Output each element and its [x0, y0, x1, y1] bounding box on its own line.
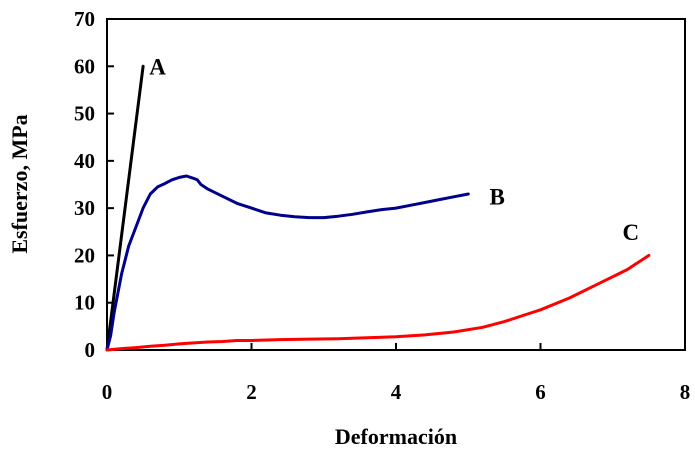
x-tick-label: 0 — [102, 380, 113, 404]
series-line-c — [105, 253, 651, 352]
y-tick-label: 40 — [74, 149, 95, 173]
y-tick-label: 0 — [85, 338, 96, 362]
y-tick-label: 70 — [74, 7, 95, 31]
series-label-c: C — [623, 220, 640, 245]
x-tick-label: 4 — [391, 380, 402, 404]
x-axis-ticks: 0 2 4 6 8 — [102, 343, 691, 404]
series-line-a — [105, 64, 145, 352]
x-tick-label: 6 — [535, 380, 546, 404]
series-label-a: A — [149, 54, 166, 79]
series-line-b — [105, 174, 470, 352]
x-tick-label: 2 — [246, 380, 257, 404]
y-axis-ticks: 0 10 20 30 40 50 60 70 — [74, 7, 114, 362]
y-tick-label: 50 — [74, 102, 95, 126]
plot-frame — [106, 18, 686, 351]
series-lines — [105, 64, 651, 352]
y-tick-label: 10 — [74, 291, 95, 315]
y-tick-label: 20 — [74, 243, 95, 267]
series-labels: A B C — [149, 54, 639, 245]
x-axis-label: Deformación — [335, 424, 457, 449]
y-tick-label: 30 — [74, 196, 95, 220]
y-axis-label: Esfuerzo, MPa — [7, 114, 32, 253]
y-tick-label: 60 — [74, 54, 95, 78]
series-label-b: B — [489, 184, 504, 209]
x-tick-label: 8 — [680, 380, 691, 404]
